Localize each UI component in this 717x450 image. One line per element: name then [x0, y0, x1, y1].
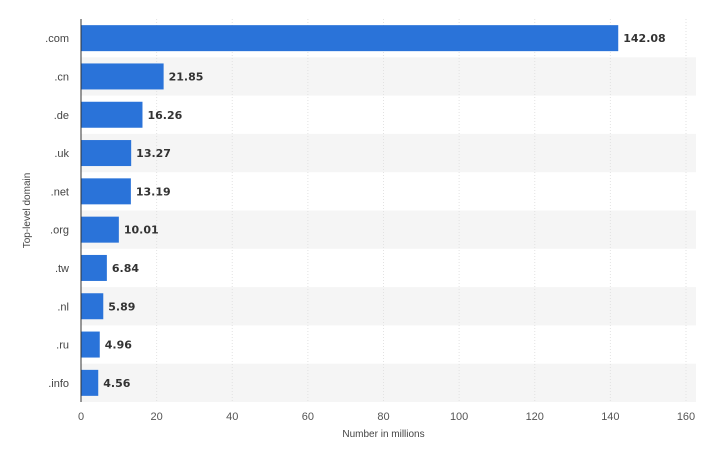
category-label: .cn — [54, 71, 69, 83]
category-label: .de — [54, 110, 69, 122]
value-label: 142.08 — [623, 32, 665, 45]
y-axis-title: Top-level domain — [22, 173, 33, 249]
x-tick-label: 140 — [601, 411, 619, 423]
x-tick-labels: 0 20 40 60 80 100 120 140 160 — [78, 411, 695, 423]
bar — [81, 254, 107, 281]
value-label: 13.27 — [136, 147, 171, 160]
x-tick-label: 40 — [226, 411, 238, 423]
bar — [81, 178, 131, 205]
bar — [81, 63, 164, 90]
bar — [81, 293, 104, 320]
bar — [81, 369, 99, 396]
row-band — [81, 363, 696, 402]
value-label: 21.85 — [169, 70, 204, 83]
category-labels: .com .cn .de .uk .net .org .tw .nl .ru .info — [45, 33, 69, 390]
value-label: 4.56 — [103, 377, 130, 390]
category-label: .com — [45, 33, 69, 45]
value-label: 4.96 — [105, 339, 132, 352]
bar — [81, 140, 132, 167]
bar — [81, 25, 619, 52]
value-label: 5.89 — [108, 300, 135, 313]
value-label: 10.01 — [124, 224, 159, 237]
x-tick-label: 100 — [450, 411, 468, 423]
x-tick-label: 80 — [377, 411, 389, 423]
row-band — [81, 287, 696, 326]
x-tick-label: 0 — [78, 411, 84, 423]
bar — [81, 101, 143, 128]
x-tick-label: 20 — [151, 411, 163, 423]
category-label: .nl — [57, 301, 69, 313]
category-label: .net — [51, 186, 69, 198]
x-axis-title: Number in millions — [342, 429, 424, 440]
x-tick-label: 120 — [526, 411, 544, 423]
value-label: 6.84 — [112, 262, 139, 275]
bar — [81, 216, 119, 243]
row-band — [81, 133, 696, 173]
category-label: .org — [50, 225, 69, 237]
category-label: .tw — [55, 263, 69, 275]
x-tick-label: 60 — [302, 411, 314, 423]
category-label: .info — [48, 378, 69, 390]
bar — [81, 331, 100, 358]
x-tick-label: 160 — [677, 411, 695, 423]
value-label: 16.26 — [147, 109, 182, 122]
row-band — [81, 210, 696, 249]
category-label: .uk — [54, 148, 69, 160]
row-bands — [81, 57, 696, 402]
bars — [81, 25, 619, 396]
category-label: .ru — [56, 340, 69, 352]
value-label: 13.19 — [136, 185, 171, 198]
row-band — [81, 57, 696, 96]
value-labels: 142.08 21.85 16.26 13.27 13.19 10.01 6.84 5.89 4… — [103, 32, 665, 390]
